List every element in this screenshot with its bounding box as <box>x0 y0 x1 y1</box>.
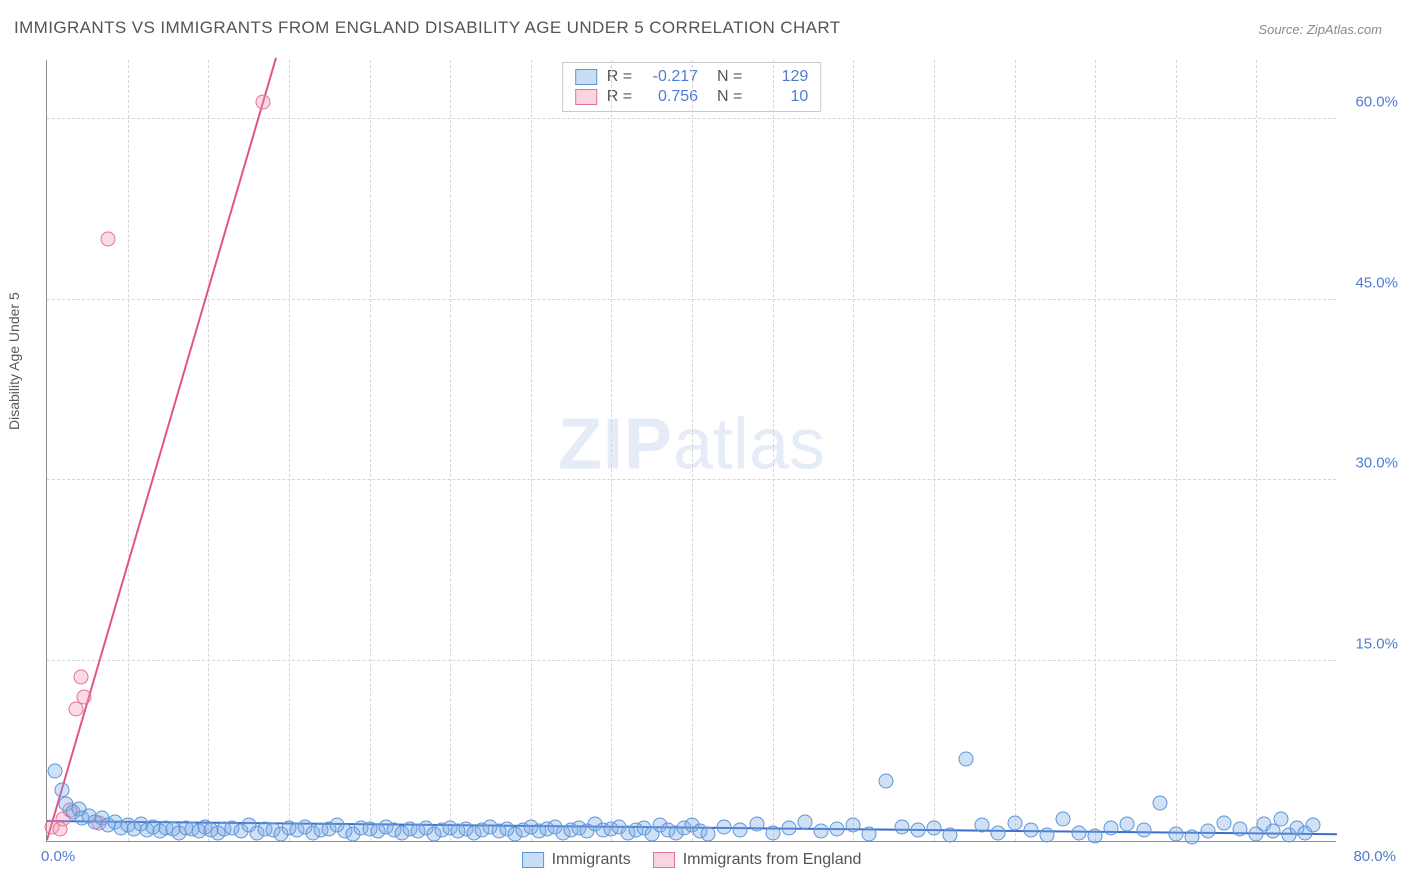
gridline-v <box>289 60 290 841</box>
data-point-blue <box>1152 795 1167 810</box>
gridline-v <box>1015 60 1016 841</box>
gridline-v <box>370 60 371 841</box>
trendline-pink <box>46 58 277 841</box>
data-point-blue <box>878 773 893 788</box>
gridline-v <box>531 60 532 841</box>
data-point-blue <box>765 825 780 840</box>
data-point-blue <box>991 825 1006 840</box>
data-point-pink <box>77 689 92 704</box>
y-tick-label: 60.0% <box>1343 94 1398 111</box>
gridline-v <box>611 60 612 841</box>
chart-title: IMMIGRANTS VS IMMIGRANTS FROM ENGLAND DI… <box>14 18 841 38</box>
legend-label-pink: Immigrants from England <box>683 851 862 869</box>
source-attribution: Source: ZipAtlas.com <box>1258 22 1382 37</box>
data-point-blue <box>846 818 861 833</box>
gridline-v <box>853 60 854 841</box>
n-value-pink: 10 <box>752 88 808 106</box>
data-point-blue <box>733 823 748 838</box>
n-label: N = <box>708 88 742 106</box>
n-value-blue: 129 <box>752 68 808 86</box>
legend-label-blue: Immigrants <box>552 851 631 869</box>
data-point-blue <box>943 828 958 843</box>
data-point-blue <box>1039 828 1054 843</box>
data-point-blue <box>959 752 974 767</box>
data-point-pink <box>256 95 271 110</box>
gridline-v <box>1176 60 1177 841</box>
legend-item-england: Immigrants from England <box>653 851 862 869</box>
gridline-v <box>934 60 935 841</box>
gridline-v <box>450 60 451 841</box>
plot-area: ZIPatlas R = -0.217 N = 129 R = 0.756 N … <box>46 60 1336 842</box>
data-point-blue <box>701 826 716 841</box>
swatch-blue <box>522 852 544 868</box>
watermark-rest: atlas <box>673 404 825 484</box>
data-point-blue <box>1088 829 1103 844</box>
data-point-pink <box>101 232 116 247</box>
data-point-blue <box>1217 815 1232 830</box>
swatch-pink <box>653 852 675 868</box>
data-point-blue <box>910 823 925 838</box>
data-point-blue <box>1201 824 1216 839</box>
r-value-blue: -0.217 <box>642 68 698 86</box>
data-point-blue <box>1273 812 1288 827</box>
data-point-blue <box>862 826 877 841</box>
data-point-blue <box>1233 821 1248 836</box>
gridline-v <box>128 60 129 841</box>
n-label: N = <box>708 68 742 86</box>
x-axis-max-label: 80.0% <box>1353 848 1396 865</box>
data-point-blue <box>749 817 764 832</box>
data-point-pink <box>73 670 88 685</box>
x-axis-min-label: 0.0% <box>41 848 75 865</box>
gridline-v <box>1256 60 1257 841</box>
data-point-blue <box>926 820 941 835</box>
source-link[interactable]: ZipAtlas.com <box>1307 22 1382 37</box>
source-label: Source: <box>1258 22 1303 37</box>
r-value-pink: 0.756 <box>642 88 698 106</box>
data-point-blue <box>814 824 829 839</box>
gridline-v <box>208 60 209 841</box>
data-point-blue <box>717 819 732 834</box>
data-point-blue <box>1168 826 1183 841</box>
data-point-blue <box>48 764 63 779</box>
swatch-pink <box>575 89 597 105</box>
data-point-blue <box>1007 815 1022 830</box>
legend-item-immigrants: Immigrants <box>522 851 631 869</box>
data-point-blue <box>1104 820 1119 835</box>
data-point-blue <box>1305 818 1320 833</box>
data-point-blue <box>830 821 845 836</box>
data-point-blue <box>1055 812 1070 827</box>
data-point-blue <box>1072 825 1087 840</box>
gridline-v <box>692 60 693 841</box>
y-tick-label: 15.0% <box>1343 635 1398 652</box>
series-legend: Immigrants Immigrants from England <box>522 851 862 869</box>
data-point-blue <box>894 819 909 834</box>
data-point-blue <box>781 820 796 835</box>
data-point-blue <box>975 818 990 833</box>
data-point-blue <box>1120 817 1135 832</box>
swatch-blue <box>575 69 597 85</box>
data-point-blue <box>1023 823 1038 838</box>
y-tick-label: 45.0% <box>1343 274 1398 291</box>
gridline-v <box>773 60 774 841</box>
data-point-blue <box>1184 830 1199 845</box>
watermark-bold: ZIP <box>558 404 673 484</box>
y-axis-label: Disability Age Under 5 <box>6 292 22 430</box>
y-tick-label: 30.0% <box>1343 455 1398 472</box>
data-point-blue <box>1136 823 1151 838</box>
gridline-v <box>1095 60 1096 841</box>
data-point-blue <box>797 814 812 829</box>
